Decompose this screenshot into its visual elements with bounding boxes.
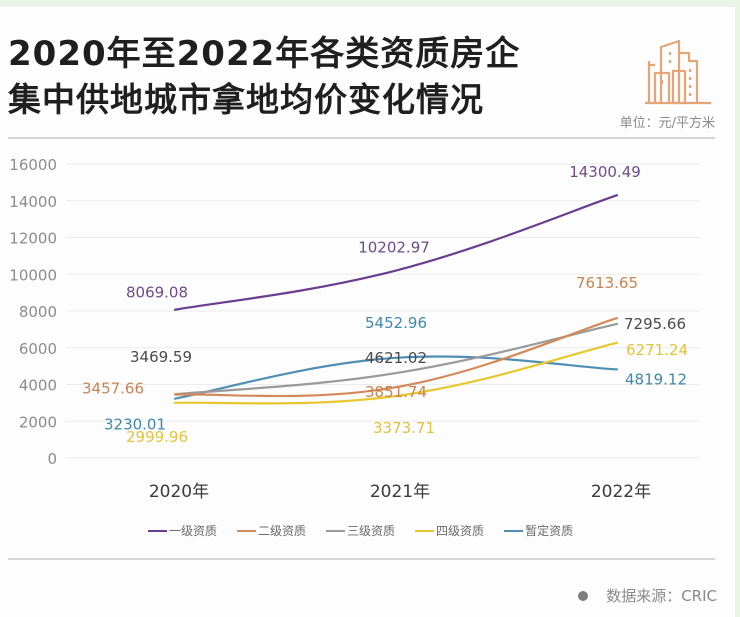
legend-item: 暂定资质 (504, 522, 573, 539)
y-tick-label: 16000 (9, 156, 57, 174)
y-tick-label: 14000 (9, 193, 57, 211)
legend-label: 暂定资质 (525, 524, 574, 538)
legend-item: 三级资质 (326, 522, 395, 539)
data-label: 3851.74 (365, 383, 427, 401)
legend-item: 一级资质 (148, 522, 217, 539)
legend-label: 二级资质 (258, 524, 307, 538)
legend-item: 二级资质 (237, 522, 306, 539)
legend-label: 一级资质 (169, 524, 218, 538)
y-tick-label: 8000 (19, 303, 57, 321)
legend-label: 三级资质 (347, 524, 396, 538)
data-label: 7613.65 (576, 274, 638, 292)
legend-swatch (415, 529, 435, 532)
y-tick-label: 0 (47, 450, 57, 468)
legend-swatch (148, 529, 167, 532)
y-tick-label: 6000 (19, 340, 57, 358)
source-text: 数据来源：CRIC (606, 587, 717, 605)
unit-label: 单位：元/平方米 (619, 116, 715, 131)
chart-title: 2020年至2022年各类资质房企 集中供地城市拿地均价变化情况 (8, 31, 520, 123)
data-label: 3457.66 (82, 379, 144, 397)
data-label: 3469.59 (130, 348, 192, 366)
chart-card: 2020年至2022年各类资质房企 集中供地城市拿地均价变化情况 单位：元/平方… (0, 7, 735, 617)
title-line-2: 集中供地城市拿地均价变化情况 (8, 80, 484, 119)
series-line-5 (173, 355, 619, 400)
x-tick-label: 2022年 (591, 482, 651, 502)
y-tick-label: 4000 (19, 377, 57, 395)
data-label: 8069.08 (126, 284, 188, 302)
data-label: 3230.01 (104, 416, 166, 434)
legend-swatch (237, 529, 257, 532)
header-divider (8, 137, 715, 139)
chart-legend: 一级资质 二级资质 三级资质 四级资质 暂定资质 (148, 522, 573, 539)
title-line-1: 2020年至2022年各类资质房企 (8, 34, 521, 74)
series-line-1 (173, 194, 619, 311)
x-tick-label: 2020年 (149, 482, 209, 502)
series-line-4 (173, 341, 619, 405)
series-line-2 (173, 316, 619, 398)
footer-divider (8, 558, 715, 560)
y-tick-label: 12000 (9, 230, 57, 248)
x-tick-label: 2021年 (370, 482, 430, 502)
buildings-icon (645, 39, 711, 105)
data-label: 14300.49 (569, 163, 641, 181)
data-label: 2999.96 (126, 428, 188, 446)
legend-label: 四级资质 (436, 524, 485, 538)
data-label: 10202.97 (358, 239, 430, 257)
y-tick-label: 10000 (9, 266, 57, 284)
bullet-icon (578, 590, 589, 601)
legend-swatch (326, 529, 346, 532)
legend-swatch (504, 529, 524, 532)
line-chart: 0 2000 4000 6000 8000 10000 12000 14000 16000 202… (9, 156, 700, 502)
data-label: 4819.12 (625, 370, 687, 388)
data-label: 5452.96 (365, 314, 427, 332)
legend-item: 四级资质 (415, 522, 484, 539)
data-label: 3373.71 (373, 419, 435, 437)
data-label: 6271.24 (626, 341, 688, 359)
data-source: 数据来源：CRIC (578, 585, 717, 606)
y-tick-label: 2000 (19, 413, 57, 431)
data-label: 7295.66 (624, 315, 686, 333)
data-label: 4621.02 (365, 349, 427, 367)
